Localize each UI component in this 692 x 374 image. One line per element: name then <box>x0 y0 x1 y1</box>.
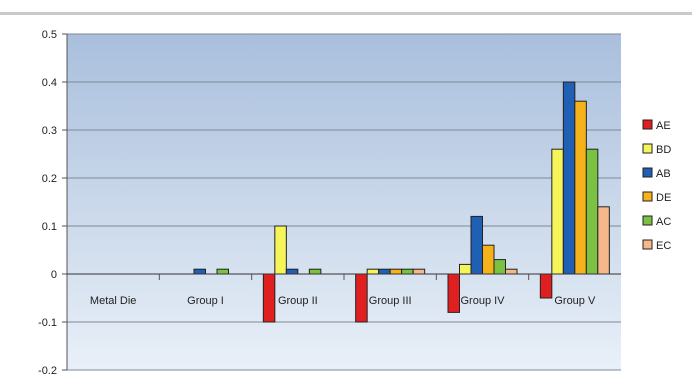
bar-ac-group-iv <box>493 259 506 275</box>
category-label: Metal Die <box>90 295 136 307</box>
bar-ab-group-i <box>193 268 206 275</box>
legend-label-ab: AB <box>656 168 671 180</box>
bar-ac-group-iii <box>401 268 414 275</box>
bar-ac-group-v <box>585 148 599 275</box>
bar-ec-group-iii <box>412 268 426 275</box>
bar-de-group-iii <box>389 268 403 275</box>
bar-ae-group-iii <box>355 273 368 323</box>
bar-bd-group-iii <box>366 268 380 275</box>
legend-label-ac: AC <box>656 216 671 228</box>
top-divider <box>0 12 692 15</box>
legend-label-ec: EC <box>656 240 671 252</box>
bar-ab-group-ii <box>285 268 299 275</box>
bar-ab-group-iv <box>470 215 483 275</box>
bar-ec-group-v <box>597 206 610 275</box>
y-tick-label: 0.5 <box>42 29 57 41</box>
legend-swatch-ec <box>642 239 653 250</box>
y-tick-label: 0.2 <box>42 173 57 185</box>
y-tick-label: -0.2 <box>38 365 57 374</box>
legend-swatch-ac <box>642 215 653 226</box>
category-label: Group V <box>554 295 596 307</box>
category-label: Group I <box>187 295 224 307</box>
legend-swatch-de <box>642 191 653 202</box>
category-label: Group II <box>278 295 318 307</box>
bar-ae-group-iv <box>447 273 460 313</box>
legend-label-ae: AE <box>656 120 671 132</box>
legend-label-de: DE <box>656 192 671 204</box>
bar-ab-group-iii <box>378 268 391 275</box>
bar-de-group-iv <box>482 244 495 275</box>
legend-swatch-ae <box>642 119 653 130</box>
y-tick-label: 0.4 <box>42 77 57 89</box>
bar-ac-group-ii <box>308 268 322 275</box>
legend-label-bd: BD <box>656 144 671 156</box>
y-tick-label: 0.1 <box>42 221 57 233</box>
bar-ec-group-iv <box>505 268 518 275</box>
bar-ae-group-v <box>539 273 553 299</box>
bar-ab-group-v <box>562 81 576 275</box>
plot-area <box>67 34 621 370</box>
category-label: Group IV <box>460 295 505 307</box>
bar-bd-group-ii <box>274 225 287 275</box>
bar-ac-group-i <box>216 268 229 275</box>
bar-ae-group-ii <box>262 273 276 323</box>
category-label: Group III <box>369 295 412 307</box>
legend-swatch-bd <box>642 143 653 154</box>
bar-bd-group-iv <box>459 263 472 275</box>
bar-bd-group-v <box>551 148 564 275</box>
y-tick-label: 0 <box>51 269 57 281</box>
y-tick-label: 0.3 <box>42 125 57 137</box>
legend-swatch-ab <box>642 167 653 178</box>
y-tick-label: -0.1 <box>38 317 57 329</box>
bar-de-group-v <box>574 100 587 275</box>
